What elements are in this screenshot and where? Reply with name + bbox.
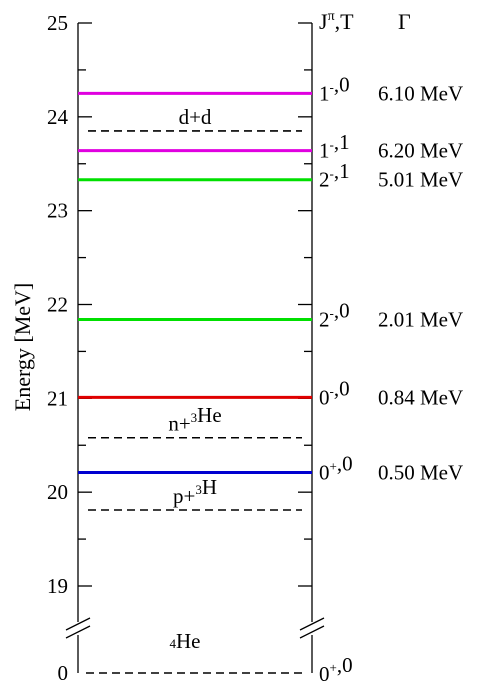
threshold-label: d+d bbox=[179, 105, 212, 129]
energy-levels: 1-,0 6.10 MeV 1-,1 6.20 MeV 2-,1 5.01 MeV 2-,0… bbox=[78, 73, 463, 485]
jpi-t-header: Jπ,T bbox=[319, 9, 354, 34]
level-width-label: 0.84 MeV bbox=[378, 385, 463, 409]
level-width-label: 5.01 MeV bbox=[378, 168, 463, 192]
right-axis-break-b bbox=[299, 625, 325, 639]
y-tick-label: 20 bbox=[47, 480, 68, 504]
y-tick-label: 25 bbox=[47, 11, 68, 35]
ground-label: 4He bbox=[170, 629, 201, 653]
level-width-label: 6.10 MeV bbox=[378, 81, 463, 105]
left-axis-break-b bbox=[65, 625, 91, 639]
ground-jpi-label: 0+,0 bbox=[319, 653, 353, 685]
left-axis-break-a bbox=[65, 617, 91, 631]
threshold-label: p+3H bbox=[173, 475, 217, 508]
width-header: Γ bbox=[398, 9, 411, 34]
plot-frame bbox=[65, 22, 325, 673]
ground-state: 4He 0+,0 bbox=[86, 629, 353, 685]
level-jpi-label: 0+,0 bbox=[319, 452, 353, 485]
y-axis-label: Energy [MeV] bbox=[10, 283, 35, 412]
y-tick-label: 21 bbox=[47, 386, 68, 410]
y-tick-label: 19 bbox=[47, 574, 68, 598]
level-jpi-label: 2-,0 bbox=[319, 299, 350, 332]
level-width-label: 0.50 MeV bbox=[378, 460, 463, 484]
level-width-label: 2.01 MeV bbox=[378, 308, 463, 332]
y-tick-label: 23 bbox=[47, 199, 68, 223]
level-jpi-label: 2-,1 bbox=[319, 159, 350, 192]
threshold-label: n+3He bbox=[168, 403, 221, 436]
level-jpi-label: 1-,1 bbox=[319, 130, 350, 163]
thresholds: d+d n+3He p+3H bbox=[88, 105, 302, 511]
level-jpi-label: 1-,0 bbox=[319, 73, 350, 106]
y-tick-label: 24 bbox=[47, 105, 69, 129]
y-tick-label-zero: 0 bbox=[58, 661, 69, 685]
y-tick-label: 22 bbox=[47, 293, 68, 317]
right-axis-break-a bbox=[299, 617, 325, 631]
level-width-label: 6.20 MeV bbox=[378, 139, 463, 163]
level-jpi-label: 0-,0 bbox=[319, 377, 350, 410]
